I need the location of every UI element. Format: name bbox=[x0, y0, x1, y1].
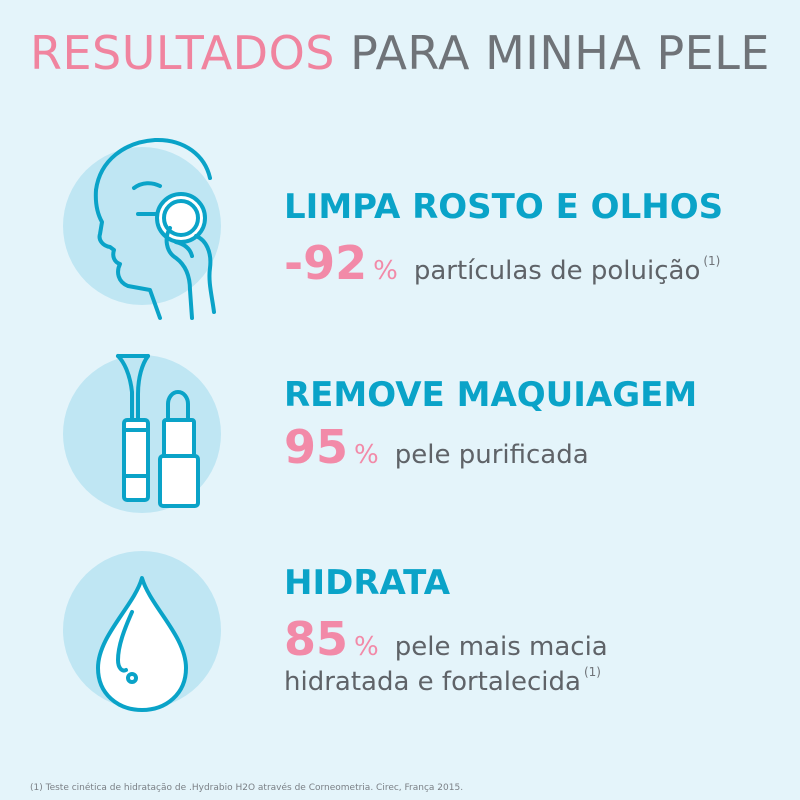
drop-icon-circle bbox=[63, 551, 221, 709]
face-icon-circle bbox=[63, 147, 221, 305]
footnote: (1) Teste cinética de hidratação de .Hyd… bbox=[30, 783, 464, 793]
benefit-heading-cleansing: LIMPA ROSTO E OLHOS bbox=[284, 187, 724, 227]
benefit-stat-makeup: 95% pele purificada bbox=[284, 424, 589, 470]
benefit-heading-makeup: REMOVE MAQUIAGEM bbox=[284, 375, 698, 415]
stat-unit: % bbox=[354, 632, 379, 662]
title-rest: PARA MINHA PELE bbox=[350, 26, 770, 80]
stat-value: 85 bbox=[284, 612, 349, 666]
stat-unit: % bbox=[373, 256, 398, 286]
benefit-stat-hydrate: 85% pele mais macia bbox=[284, 616, 608, 662]
stat-description: partículas de poluição bbox=[413, 256, 701, 286]
stat-value: 95 bbox=[284, 420, 349, 474]
benefit-heading-hydrate: HIDRATA bbox=[284, 563, 451, 603]
footnote-ref: (1) bbox=[583, 665, 601, 679]
makeup-icon-circle bbox=[63, 355, 221, 513]
benefit-stat-cleansing: -92% partículas de poluição (1) bbox=[284, 240, 720, 286]
stat-description: pele purificada bbox=[394, 440, 589, 470]
stat-value: -92 bbox=[284, 236, 368, 290]
stat-description: pele mais macia bbox=[394, 632, 608, 662]
stat-unit: % bbox=[354, 440, 379, 470]
page-title: RESULTADOS PARA MINHA PELE bbox=[30, 30, 770, 76]
title-highlight: RESULTADOS bbox=[30, 26, 336, 80]
stat-description-continued: hidratada e fortalecida bbox=[284, 667, 581, 697]
footnote-ref: (1) bbox=[703, 254, 721, 268]
benefit-description-line2: hidratada e fortalecida (1) bbox=[284, 666, 601, 695]
